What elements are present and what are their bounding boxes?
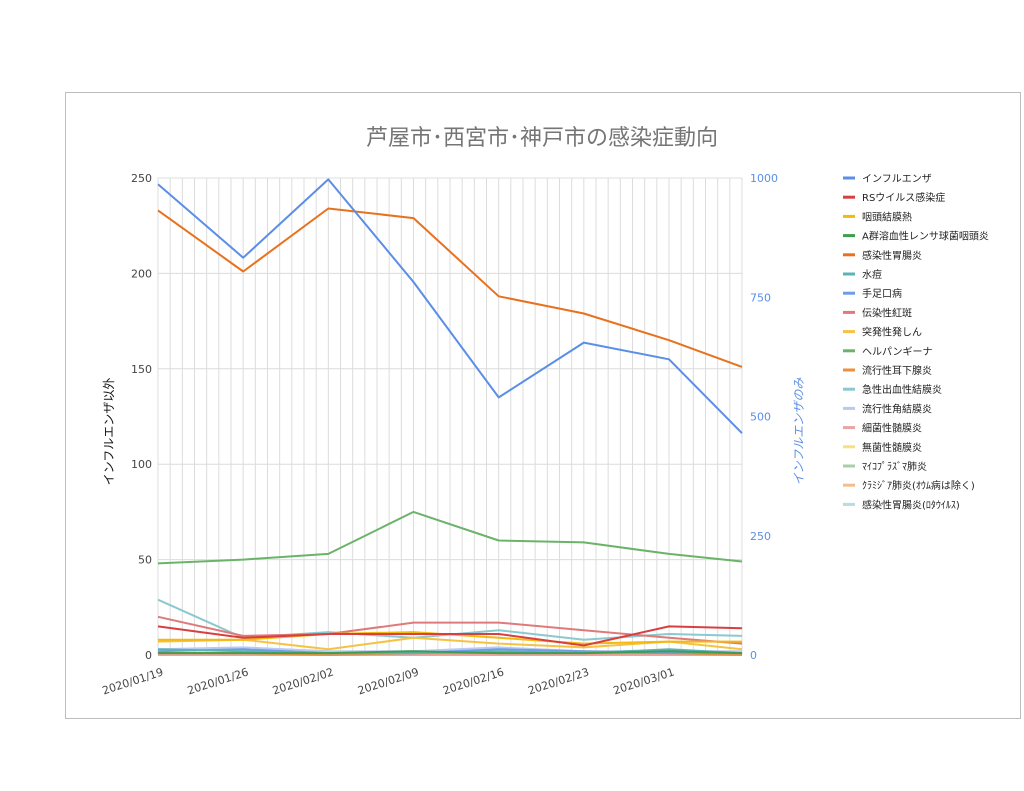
y-tick-label-right: 0 — [750, 649, 757, 662]
legend-label: 手足口病 — [862, 287, 902, 300]
y-tick-label-left: 250 — [131, 172, 152, 185]
legend-label: RSウイルス感染症 — [862, 191, 945, 204]
series-line-1 — [157, 178, 743, 434]
y-axis-title-left: インフルエンザ以外 — [102, 378, 116, 486]
x-tick-label: 2020/01/26 — [186, 665, 250, 697]
legend-label: 流行性耳下腺炎 — [862, 364, 932, 377]
y-tick-label-left: 100 — [131, 458, 152, 471]
grid-layer — [157, 177, 743, 656]
series-line-10 — [157, 510, 743, 565]
y-tick-label-left: 150 — [131, 363, 152, 376]
legend-label: 伝染性紅斑 — [862, 306, 912, 319]
legend-label: 感染性胃腸炎 — [862, 249, 922, 262]
series-line-8 — [157, 615, 743, 645]
legend-label: A群溶血性レンサ球菌咽頭炎 — [862, 230, 989, 243]
x-tick-label: 2020/01/19 — [101, 665, 165, 697]
legend-label: 水痘 — [862, 268, 882, 281]
legend-label: 無菌性髄膜炎 — [862, 441, 922, 454]
series-line-5 — [157, 207, 743, 368]
legend-label: ﾏｲｺﾌﾟﾗｽﾞﾏ肺炎 — [862, 461, 927, 473]
x-tick-label: 2020/02/02 — [271, 665, 335, 697]
legend-label: 細菌性髄膜炎 — [862, 422, 922, 435]
y-tick-label-right: 500 — [750, 411, 771, 424]
legend-label: 突発性発しん — [862, 326, 922, 339]
y-tick-label-right: 750 — [750, 291, 771, 304]
y-tick-label-right: 250 — [750, 530, 771, 543]
chart-frame — [65, 92, 1021, 719]
x-tick-label: 2020/03/01 — [612, 665, 676, 697]
x-tick-label: 2020/02/23 — [526, 665, 590, 697]
series-line-2 — [157, 625, 743, 647]
y-tick-label-left: 200 — [131, 267, 152, 280]
x-tick-label: 2020/02/16 — [441, 665, 505, 697]
legend-label: 急性出血性結膜炎 — [862, 383, 942, 396]
legend-label: 咽頭結膜熱 — [862, 210, 912, 223]
y-tick-label-left: 0 — [145, 649, 152, 662]
chart-title: 芦屋市･西宮市･神戸市の感染症動向 — [365, 126, 718, 151]
legend-label: 感染性胃腸炎(ﾛﾀｳｲﾙｽ) — [862, 498, 960, 511]
series-line-4 — [158, 650, 743, 655]
legend-label: ヘルパンギーナ — [862, 346, 933, 358]
series-layer — [157, 178, 743, 656]
legend-label: 流行性角結膜炎 — [862, 402, 932, 415]
legend-label: ｸﾗﾐｼﾞｱ肺炎(ｵｳﾑ病は除く) — [862, 479, 975, 492]
y-tick-label-right: 1000 — [750, 172, 778, 185]
y-tick-label-left: 50 — [138, 554, 152, 567]
legend-label: インフルエンザ — [862, 173, 932, 185]
y-axis-title-right: インフルエンザのみ — [792, 377, 806, 486]
x-tick-label: 2020/02/09 — [356, 665, 420, 697]
